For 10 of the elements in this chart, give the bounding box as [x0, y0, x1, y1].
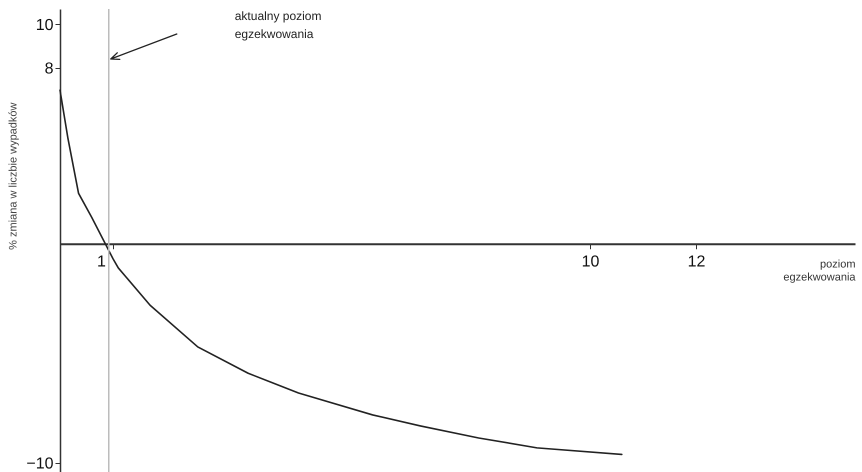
x-tick-label: 1 [97, 253, 106, 270]
annotation: aktualny poziom egzekwowania [234, 9, 322, 41]
y-tick-label: 10 [36, 16, 54, 34]
y-tick-label: −10 [26, 456, 54, 472]
x-tick-label: 12 [688, 253, 706, 270]
y-tick-label: 8 [44, 60, 54, 78]
line-series [59, 89, 623, 456]
x-axis-title: poziom egzekwowania [783, 258, 856, 284]
y-axis-title: % zmiana w liczbie wypadków [7, 102, 20, 250]
x-tick-label: 10 [582, 253, 600, 270]
